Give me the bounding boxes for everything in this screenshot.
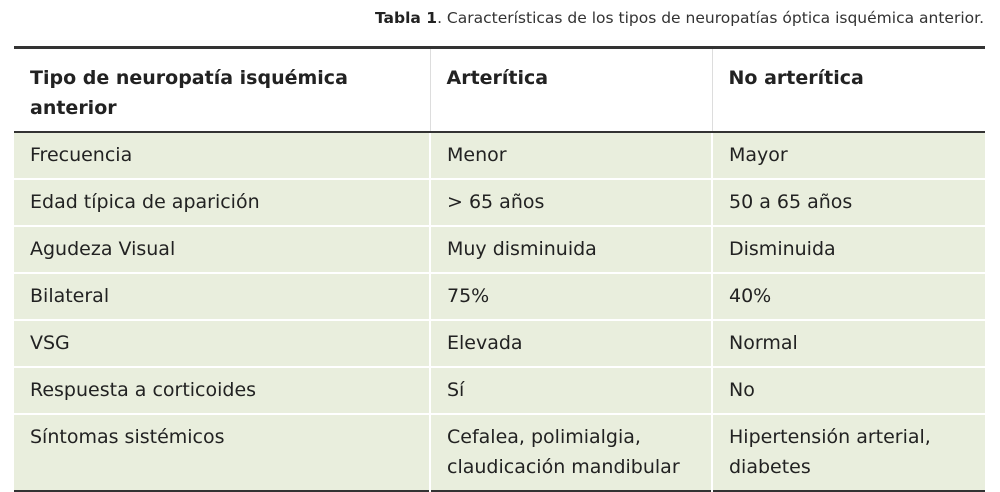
table-cell: Síntomas sistémicos <box>14 413 430 491</box>
caption-label: Tabla 1 <box>374 9 438 27</box>
table-cell: Frecuencia <box>14 131 430 179</box>
table-row: Frecuencia Menor Mayor <box>14 131 985 179</box>
table-cell: Edad típica de aparición <box>14 178 430 226</box>
table-cell: 50 a 65 años <box>711 178 985 226</box>
table-cell: Respuesta a corticoides <box>14 366 430 414</box>
table-cell: Bilateral <box>14 272 430 320</box>
header-row: Tipo de neuropatía isquémica anterior Art… <box>14 47 985 133</box>
table-row: Respuesta a corticoides Sí No <box>14 366 985 414</box>
table-row: Agudeza Visual Muy disminuida Disminuida <box>14 225 985 273</box>
table-head: Tipo de neuropatía isquémica anterior Art… <box>14 47 985 133</box>
table: Tipo de neuropatía isquémica anterior Art… <box>14 46 985 492</box>
table-cell: Disminuida <box>711 225 985 273</box>
table-row: VSG Elevada Normal <box>14 319 985 367</box>
header-cell: Arterítica <box>429 47 712 133</box>
table-row: Edad típica de aparición > 65 años 50 a 65… <box>14 178 985 226</box>
table-cell: Agudeza Visual <box>14 225 430 273</box>
table-body: Frecuencia Menor Mayor Edad típica de apari… <box>14 131 985 491</box>
table-cell: Mayor <box>711 131 985 179</box>
header-cell: Tipo de neuropatía isquémica anterior <box>14 47 430 133</box>
caption-text: . Características de los tipos de neurop… <box>437 9 984 27</box>
table-cell: 40% <box>711 272 985 320</box>
table-cell: Muy disminuida <box>429 225 712 273</box>
table-cell: Menor <box>429 131 712 179</box>
table-cell: VSG <box>14 319 430 367</box>
table-cell: Sí <box>429 366 712 414</box>
table-cell: No <box>711 366 985 414</box>
table-cell: Normal <box>711 319 985 367</box>
header-cell: No arterítica <box>711 47 985 133</box>
table-cell: Cefalea, polimialgia, claudicación mandi… <box>429 413 712 491</box>
table-cell: Hipertensión arterial, diabetes <box>711 413 985 491</box>
table-row: Síntomas sistémicos Cefalea, polimialgia,… <box>14 413 985 491</box>
table-cell: 75% <box>429 272 712 320</box>
table-cell: Elevada <box>429 319 712 367</box>
table-row: Bilateral 75% 40% <box>14 272 985 320</box>
table-cell: > 65 años <box>429 178 712 226</box>
caption: Tabla 1. Características de los tipos de… <box>375 9 984 27</box>
